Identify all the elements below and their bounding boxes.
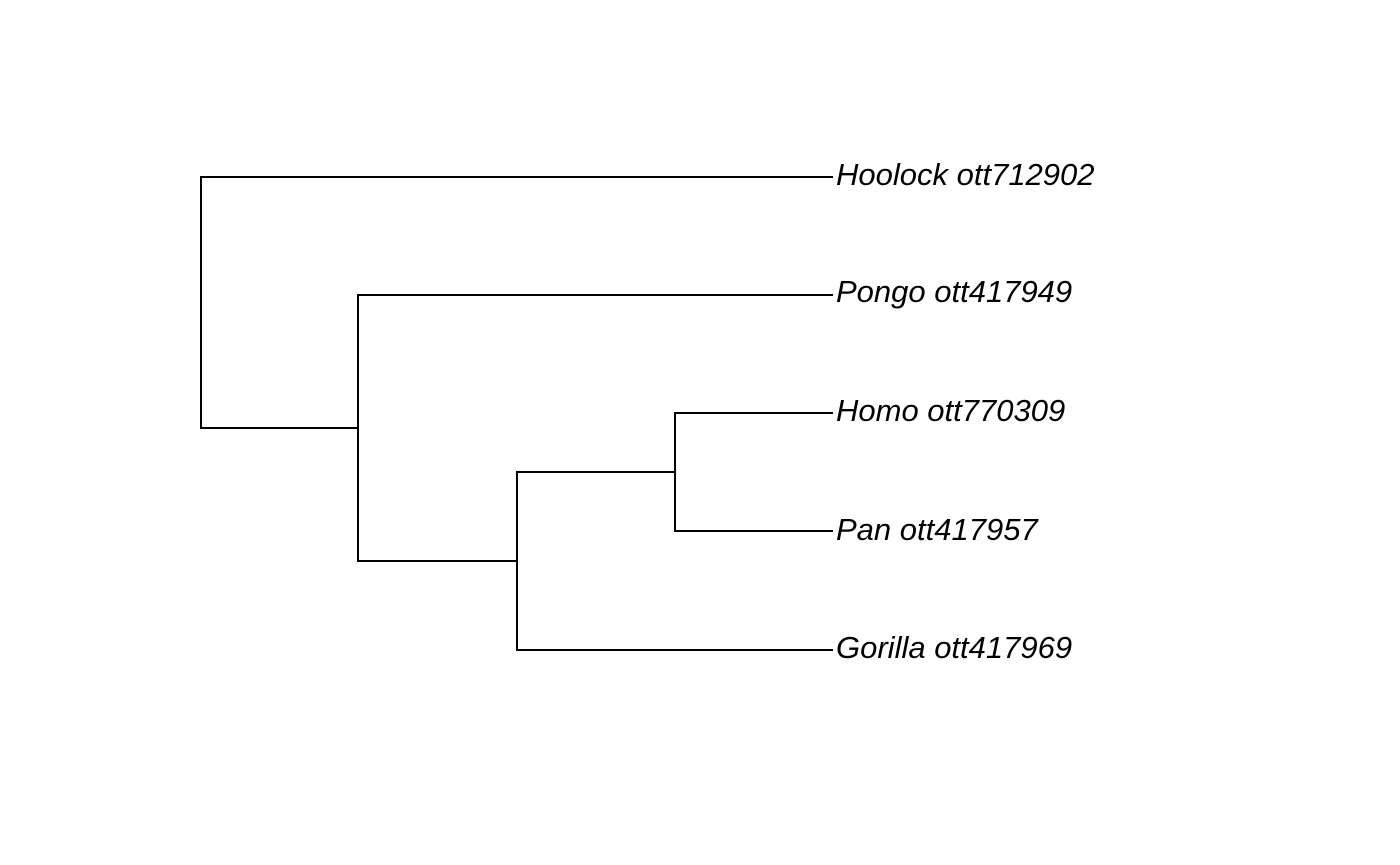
tip-label-homo: Homo ott770309: [836, 393, 1065, 428]
tip-label-pan: Pan ott417957: [836, 512, 1039, 547]
tree-branches: [200, 176, 833, 651]
tip-label-hoolock: Hoolock ott712902: [836, 157, 1095, 192]
tip-label-pongo: Pongo ott417949: [836, 274, 1072, 309]
tip-label-gorilla: Gorilla ott417969: [836, 630, 1072, 665]
